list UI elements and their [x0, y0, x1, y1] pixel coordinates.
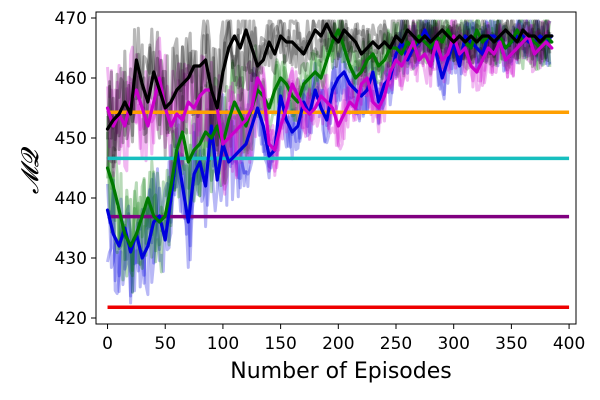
x-axis-label: Number of Episodes	[230, 359, 451, 384]
x-tick-label-250: 250	[380, 334, 412, 354]
series-line-2	[105, 34, 554, 152]
noise-trace-2-0	[106, 19, 550, 187]
series-line-3	[105, 22, 554, 131]
noise-trace-3-1	[106, 19, 552, 168]
y-axis-label: 𝓜𝓠	[16, 146, 44, 194]
x-tick-label-350: 350	[495, 334, 527, 354]
y-tick-label-450: 450	[55, 129, 87, 149]
x-tick-label-300: 300	[437, 334, 469, 354]
y-tick-label-430: 430	[55, 249, 87, 269]
smoothed-series-lines	[105, 22, 554, 260]
series-line-1	[105, 28, 554, 248]
x-tick-label-100: 100	[207, 334, 239, 354]
x-tick-label-150: 150	[264, 334, 296, 354]
y-tick-label-460: 460	[55, 69, 87, 89]
x-tick-label-200: 200	[322, 334, 354, 354]
y-tick-label-470: 470	[55, 9, 87, 29]
plot-frame	[95, 11, 577, 325]
x-tick-label-0: 0	[102, 334, 113, 354]
noise-trace-3-0	[106, 19, 552, 169]
noise-trace-0-2	[106, 19, 552, 298]
x-tick-label-50: 50	[154, 334, 176, 354]
noise-trace-0-0	[107, 19, 552, 297]
y-tick-label-420: 420	[55, 309, 87, 329]
x-tick-label-400: 400	[553, 334, 585, 354]
axes: 0 50 100 150 200 250 300 350 400 420 430 440 450 460 4…	[55, 9, 586, 354]
y-tick-label-440: 440	[55, 189, 87, 209]
